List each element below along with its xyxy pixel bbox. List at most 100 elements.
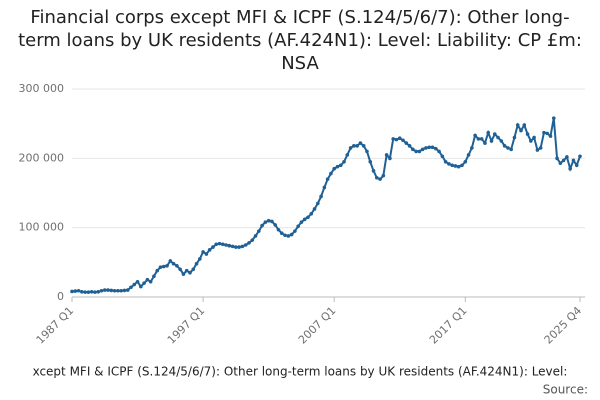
point — [561, 158, 566, 163]
point — [302, 217, 307, 222]
point — [250, 238, 255, 242]
point — [565, 155, 569, 159]
point — [155, 268, 160, 273]
point — [378, 177, 382, 181]
point — [119, 288, 123, 293]
point — [470, 146, 474, 150]
point — [109, 288, 114, 293]
point — [184, 268, 189, 273]
point — [76, 288, 81, 293]
point — [316, 201, 320, 206]
point — [558, 161, 563, 165]
point — [99, 288, 104, 293]
point — [394, 137, 399, 142]
point — [201, 250, 205, 254]
point — [237, 245, 241, 249]
point — [70, 289, 74, 294]
series-line — [71, 117, 581, 294]
point — [263, 220, 268, 224]
point — [299, 220, 304, 224]
point — [73, 289, 78, 293]
point — [322, 185, 327, 190]
point — [391, 137, 395, 141]
point — [306, 215, 310, 220]
point — [358, 141, 363, 145]
point — [551, 116, 556, 120]
point — [430, 145, 435, 150]
point — [194, 261, 199, 266]
point — [102, 288, 107, 292]
point — [401, 138, 405, 143]
point — [384, 153, 389, 157]
x-tick-label: 2025 Q4 — [542, 304, 585, 347]
x-tick-label: 1987 Q1 — [34, 304, 77, 347]
point — [83, 290, 87, 294]
point — [476, 137, 481, 141]
point — [450, 163, 454, 168]
point — [486, 130, 491, 135]
point — [329, 171, 333, 176]
point — [407, 144, 412, 148]
point — [214, 242, 219, 247]
point — [125, 288, 130, 292]
point — [132, 282, 137, 287]
point — [535, 148, 540, 152]
point — [273, 223, 278, 227]
point — [548, 134, 553, 138]
point — [411, 147, 415, 152]
point — [345, 153, 350, 157]
point — [417, 149, 422, 154]
point — [512, 135, 517, 140]
point — [270, 219, 274, 224]
point — [283, 233, 287, 238]
point — [129, 285, 133, 290]
point — [116, 288, 120, 293]
x-tick-label: 2007 Q1 — [296, 304, 339, 347]
x-tick-label: 2017 Q1 — [427, 304, 470, 347]
point — [260, 223, 264, 228]
point — [181, 272, 186, 276]
y-tick-label: 100 000 — [19, 221, 65, 234]
point — [234, 245, 238, 249]
point — [89, 290, 94, 294]
point — [191, 267, 196, 272]
point — [538, 146, 543, 150]
point — [276, 227, 281, 232]
point — [424, 146, 428, 150]
point — [489, 139, 494, 143]
point — [106, 288, 110, 292]
point — [217, 241, 222, 246]
point — [522, 123, 527, 127]
point — [515, 123, 520, 127]
point — [220, 242, 225, 247]
point — [158, 265, 163, 269]
point — [574, 163, 579, 168]
point — [86, 290, 91, 294]
chart-title: Financial corps except MFI & ICPF (S.124… — [18, 7, 582, 74]
point — [404, 141, 409, 145]
y-tick-label: 300 000 — [19, 82, 65, 95]
point — [296, 224, 300, 229]
point — [165, 264, 169, 268]
point — [456, 164, 461, 169]
point — [571, 158, 576, 163]
point — [171, 261, 176, 266]
point — [309, 212, 314, 216]
point — [122, 288, 127, 293]
point — [375, 175, 379, 180]
point — [293, 229, 297, 233]
point — [348, 146, 353, 150]
y-tick-label: 200 000 — [19, 151, 65, 164]
point — [80, 290, 84, 294]
point — [532, 135, 536, 140]
y-tick-label: 0 — [57, 290, 64, 303]
point — [545, 131, 550, 136]
point — [168, 259, 173, 263]
point — [93, 290, 97, 294]
point — [420, 147, 425, 152]
x-tick-label: 1997 Q1 — [165, 304, 208, 347]
point — [499, 139, 504, 143]
point — [388, 156, 392, 161]
point — [355, 144, 359, 148]
